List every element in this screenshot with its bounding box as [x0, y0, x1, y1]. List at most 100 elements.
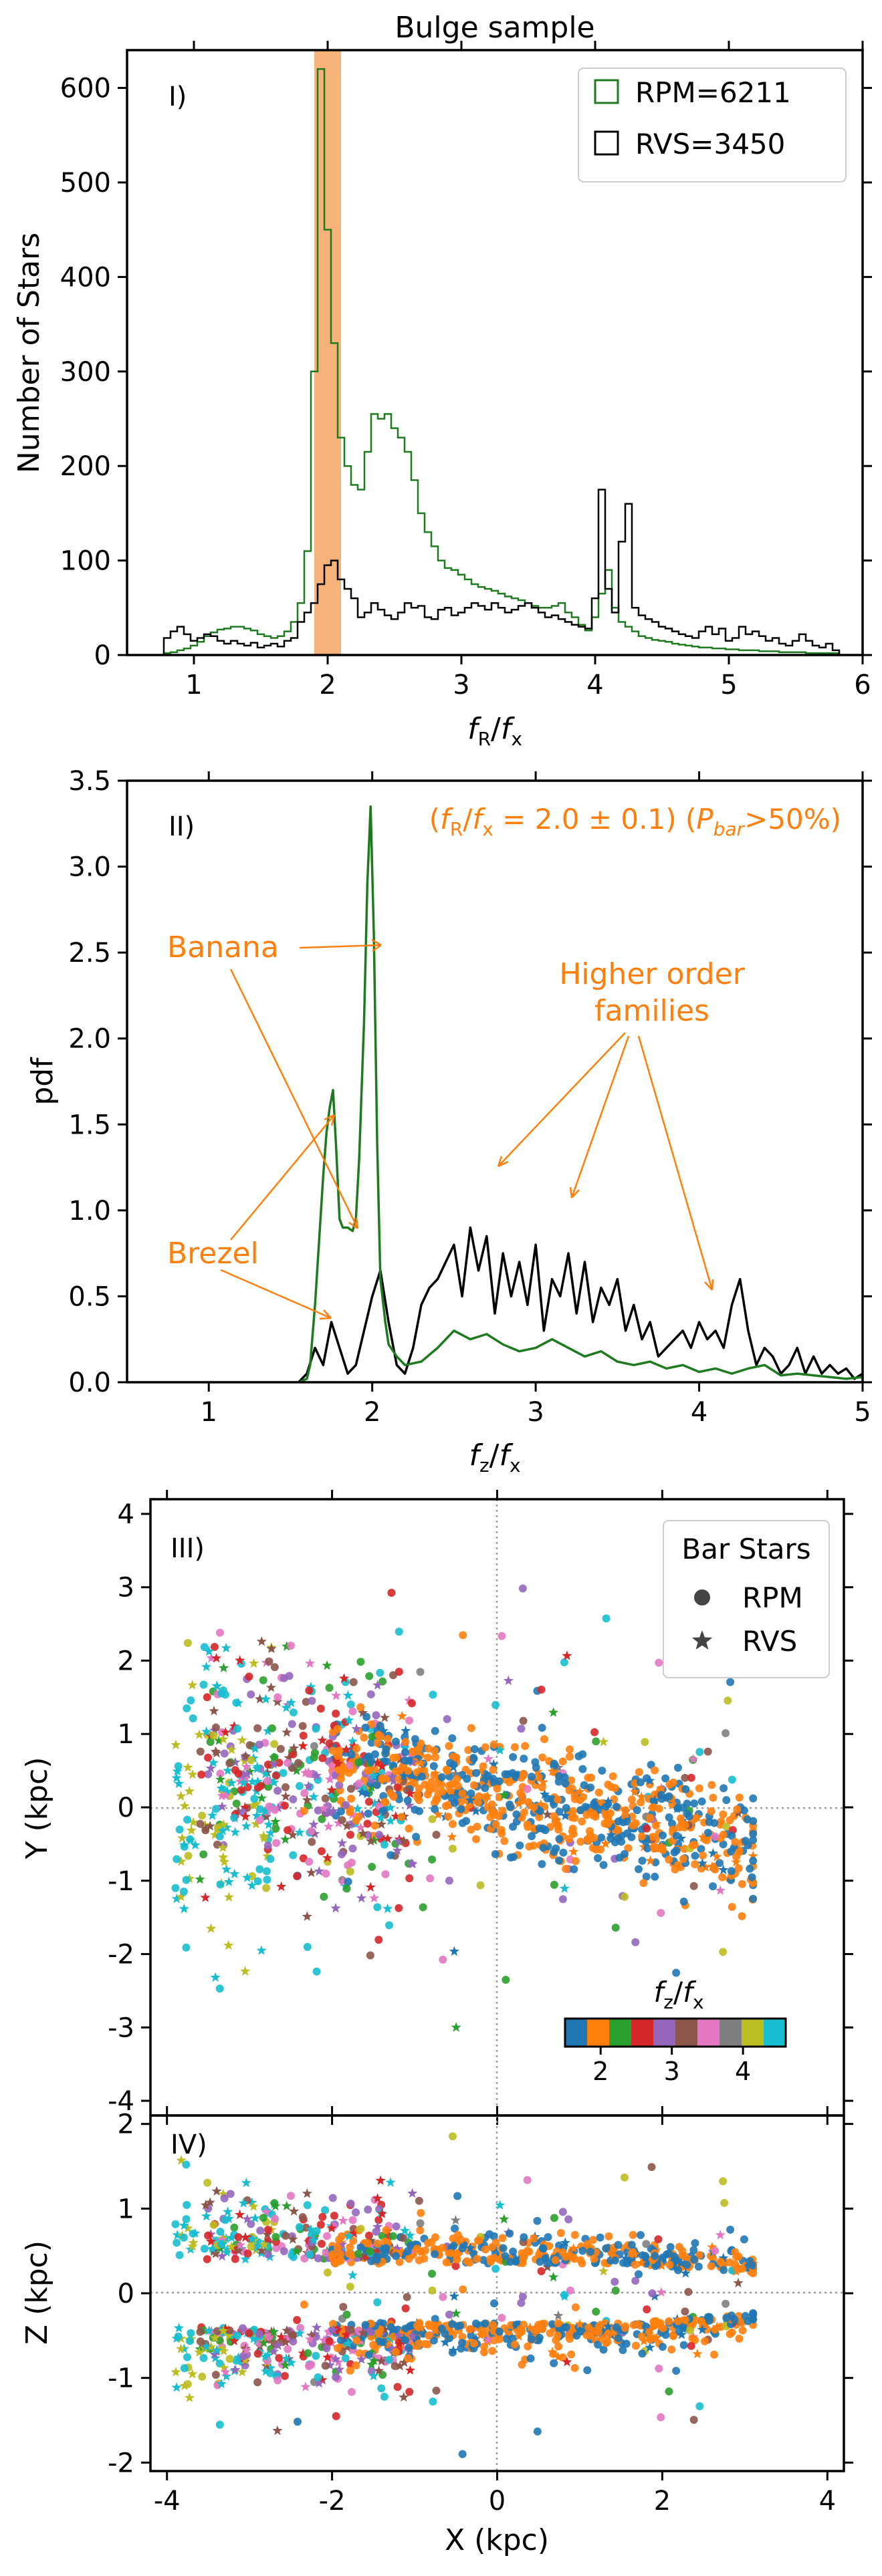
rpm-point	[720, 1784, 728, 1793]
rpm-point	[519, 1716, 528, 1725]
y-tick-label: 2	[118, 2109, 134, 2140]
rpm-point	[480, 2342, 489, 2351]
rpm-point	[356, 1658, 365, 1666]
rvs-star-point	[256, 2245, 267, 2255]
rvs-star-point	[241, 2177, 251, 2188]
rpm-point	[746, 1864, 754, 1873]
rpm-point	[614, 2334, 623, 2343]
rpm-point	[210, 1642, 219, 1651]
rvs-star-point	[393, 2330, 404, 2340]
rpm-point	[375, 1831, 384, 1839]
rvs-star-point	[399, 2392, 409, 2402]
rpm-point	[263, 1876, 271, 1884]
rpm-point	[599, 1861, 608, 1870]
rpm-point	[452, 1753, 461, 1762]
rpm-point	[376, 1732, 384, 1741]
rpm-point	[204, 2231, 213, 2240]
rpm-point	[405, 2322, 414, 2331]
rpm-point	[487, 1800, 496, 1809]
rpm-point	[182, 2215, 191, 2224]
rvs-star-point	[223, 2206, 233, 2216]
rpm-point	[321, 2206, 330, 2214]
rvs-star-point	[602, 2321, 614, 2331]
rpm-point	[366, 2328, 375, 2337]
rpm-point	[619, 2346, 627, 2355]
rpm-point	[284, 2345, 292, 2353]
rpm-point	[611, 2256, 619, 2265]
rvs-star-point	[385, 1802, 396, 1812]
rpm-point	[413, 1790, 422, 1799]
rvs-star-point	[256, 1945, 267, 1955]
series-rpm-histogram	[162, 68, 841, 655]
rpm-point	[263, 1841, 272, 1850]
rvs-star-point	[248, 2201, 259, 2211]
rpm-point	[642, 1872, 651, 1881]
rvs-star-point	[252, 1776, 263, 1786]
rpm-point	[439, 2293, 447, 2301]
rvs-star-point	[188, 1817, 199, 1827]
panel-1-histogram: Bulge sample 1 2 3 4 5 6 0 100 200 300 400 500 600 I…	[12, 11, 872, 750]
rpm-point	[481, 2245, 489, 2254]
rvs-star-point	[289, 2206, 300, 2216]
rpm-point	[429, 2336, 438, 2345]
rpm-point	[272, 2244, 281, 2252]
rvs-star-point	[374, 2365, 384, 2375]
rpm-point	[335, 1781, 344, 1789]
rpm-point	[293, 2316, 302, 2325]
rvs-star-point	[318, 2335, 329, 2345]
rpm-point	[322, 1870, 330, 1878]
rpm-point	[346, 2283, 354, 2291]
rpm-point	[298, 1722, 307, 1730]
rpm-point	[376, 1668, 384, 1677]
rpm-point	[651, 1821, 660, 1829]
rvs-star-point	[201, 1823, 211, 1833]
rpm-point	[428, 1855, 437, 1863]
rvs-star-point	[221, 1642, 231, 1653]
rpm-point	[550, 1880, 558, 1889]
rpm-point	[458, 1819, 467, 1827]
colorbar-segment	[587, 2019, 610, 2047]
rpm-point	[469, 1755, 478, 1763]
rpm-point	[703, 1747, 712, 1756]
rvs-star-point	[333, 2357, 344, 2367]
rvs-star-point	[378, 1725, 389, 1736]
rpm-point	[685, 1812, 693, 1821]
rpm-point	[512, 1771, 520, 1780]
rpm-point	[558, 1895, 567, 1904]
rpm-point	[429, 1690, 437, 1699]
rvs-star-point	[553, 1762, 564, 1773]
legend-marker-circle	[694, 1589, 710, 1605]
rpm-point	[611, 1784, 619, 1793]
rpm-point	[564, 2215, 573, 2224]
rpm-point	[312, 1967, 321, 1976]
rvs-star-point	[404, 1695, 415, 1705]
rpm-point	[561, 1779, 570, 1788]
rpm-point	[346, 2199, 355, 2208]
rvs-star-point	[317, 2374, 328, 2385]
rpm-point	[463, 2257, 471, 2266]
rvs-star-point	[173, 2323, 185, 2333]
rvs-star-point	[547, 2347, 558, 2357]
rvs-star-point	[265, 1682, 276, 1692]
rpm-point	[629, 2321, 638, 2329]
rpm-point	[445, 1742, 453, 1751]
rpm-point	[217, 2240, 226, 2248]
condition-text: (fR/fx = 2.0 ± 0.1) (Pbar>50%)	[429, 803, 841, 840]
rpm-point	[446, 1759, 455, 1767]
rvs-star-point	[598, 2266, 609, 2276]
rvs-star-point	[748, 1850, 758, 1861]
rpm-point	[280, 1674, 288, 1682]
rpm-point	[673, 2317, 682, 2325]
y-tick-label: -2	[108, 2448, 134, 2478]
rpm-point	[425, 2321, 434, 2330]
rvs-star-point	[261, 2206, 271, 2216]
rvs-star-point	[645, 2325, 656, 2335]
rpm-point	[715, 1859, 724, 1867]
rpm-point	[520, 2252, 528, 2261]
series-rvs-histogram	[162, 489, 841, 655]
rvs-star-point	[339, 1673, 350, 1683]
rpm-point	[622, 2339, 631, 2348]
rpm-point	[611, 2277, 619, 2286]
rpm-point	[719, 2177, 728, 2186]
rpm-point	[724, 1696, 732, 1705]
